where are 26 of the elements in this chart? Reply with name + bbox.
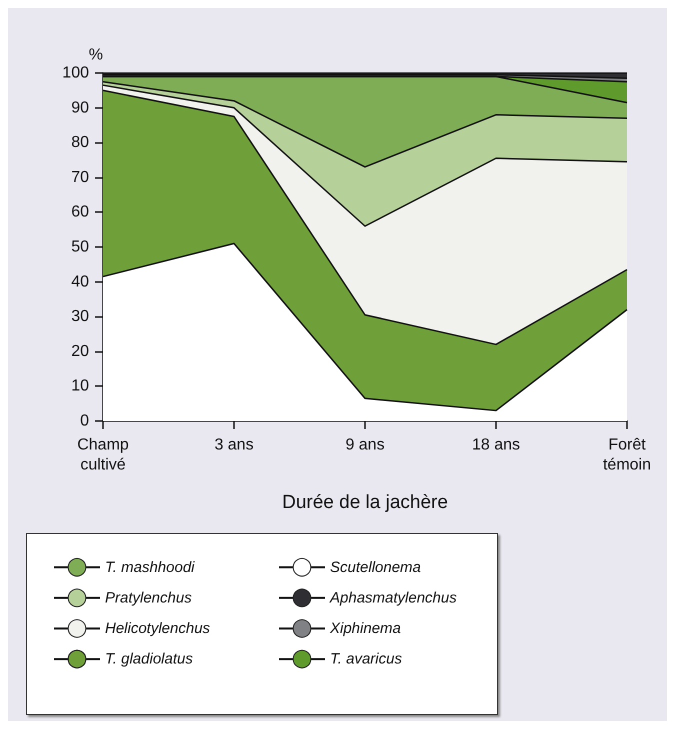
legend-label: Aphasmatylenchus [329, 589, 458, 606]
x-axis-title: Durée de la jachère [282, 492, 448, 513]
y-tick-label: 0 [80, 412, 90, 430]
y-tick-label: 70 [71, 168, 90, 186]
legend-label: T. avaricus [330, 650, 402, 668]
x-tick-label: Champ cultivé [77, 436, 129, 474]
y-tick-label: 20 [71, 342, 90, 360]
legend-label: Scutellonema [330, 558, 421, 576]
x-tick-label: 9 ans [345, 436, 385, 454]
legend-label: Xiphinema [329, 620, 401, 637]
legend-label: T. mashhoodi [105, 558, 196, 576]
y-tick-label: 10 [71, 378, 90, 395]
y-tick-label: 100 [62, 64, 90, 82]
x-tick-label: 18 ans [472, 436, 520, 454]
y-tick-label: 30 [71, 308, 90, 326]
legend-label: Helicotylenchus [105, 620, 211, 637]
y-tick-label: 40 [71, 273, 90, 290]
x-tick-label: 3 ans [214, 436, 254, 454]
y-tick-label: 60 [71, 204, 90, 221]
y-tick-label: 90 [71, 99, 90, 116]
legend-label: T. gladiolatus [105, 650, 194, 668]
x-tick-label: Forêt témoin [602, 436, 652, 474]
y-axis-title: % [88, 46, 103, 64]
legend-label: Pratylenchus [105, 589, 192, 606]
y-tick-label: 50 [71, 238, 90, 256]
y-tick-label: 80 [71, 134, 90, 152]
